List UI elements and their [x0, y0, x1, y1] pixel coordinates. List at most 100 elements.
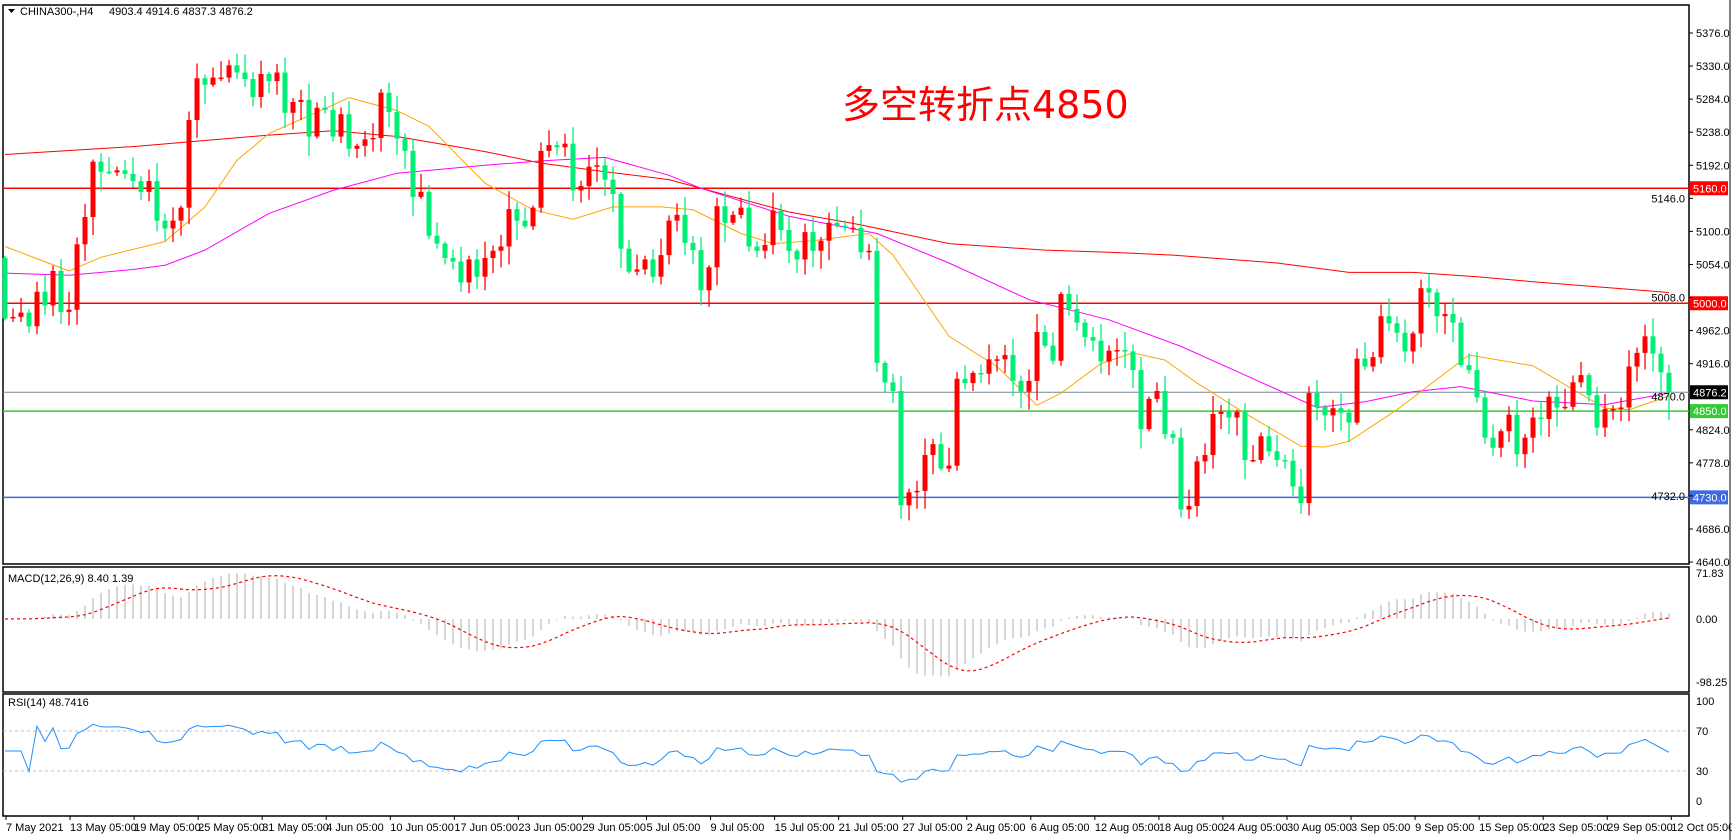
candle-bull [1506, 414, 1512, 432]
candle-bear [778, 210, 784, 230]
horizontal-levels[interactable]: 5160.0 5000.0 4876.2 4850.0 4730.0 [3, 181, 1728, 505]
price-tick-label: 5100.0 [1696, 226, 1730, 238]
time-tick-label: 31 May 05:00 [262, 822, 329, 834]
dropdown-triangle-icon[interactable] [8, 9, 15, 13]
annotation-text: 多空转折点4850 [842, 83, 1129, 127]
candle-bull [986, 359, 992, 374]
time-tick-label: 23 Jun 05:00 [518, 822, 582, 834]
candle-bull [226, 65, 232, 78]
candle-bull [354, 145, 360, 149]
candle-bear [1290, 460, 1296, 487]
price-tick-label: 4778.0 [1696, 458, 1730, 470]
candle-bull [1002, 355, 1008, 360]
level-badge-label: 5000.0 [1693, 298, 1727, 310]
candle-bear [426, 191, 432, 236]
price-tick-label: 5330.0 [1696, 61, 1730, 73]
rsi-axis-label: 100 [1696, 696, 1714, 708]
candle-bull [1250, 459, 1256, 462]
price-tick-label: 4916.0 [1696, 359, 1730, 371]
candle-bull [1410, 333, 1416, 352]
candle-bear [1450, 314, 1456, 323]
candle-bull [498, 246, 504, 251]
time-tick-label: 24 Aug 05:00 [1223, 822, 1288, 834]
candle-bull [914, 490, 920, 493]
price-tick-label: 5192.0 [1696, 160, 1730, 172]
candle-bear [106, 171, 112, 174]
candle-bull [738, 207, 744, 215]
candle-bull [274, 72, 280, 82]
candle-bull [994, 359, 1000, 361]
candle-bear [1554, 396, 1560, 408]
candle-bull [850, 227, 856, 230]
candle-bear [42, 291, 48, 306]
candle-bear [1402, 332, 1408, 352]
candle-bear [810, 232, 816, 251]
candle-bull [1562, 406, 1568, 409]
candle-bull [90, 161, 96, 218]
candle-bull [370, 137, 376, 140]
candle-bear [1226, 411, 1232, 418]
candle-bull [1618, 407, 1624, 409]
time-tick-label: 5 Jul 05:00 [647, 822, 701, 834]
candle-bear [402, 138, 408, 151]
level-badge-label: 4850.0 [1693, 406, 1727, 418]
candle-bear [2, 257, 8, 319]
candle-bull [906, 492, 912, 506]
candle-bear [450, 257, 456, 262]
time-tick-label: 9 Sep 05:00 [1415, 822, 1474, 834]
candle-bull [1202, 454, 1208, 462]
candle-bull [490, 250, 496, 258]
time-tick-label: 15 Jul 05:00 [775, 822, 835, 834]
candle-bear [434, 235, 440, 244]
candle-bear [962, 378, 968, 384]
candle-bull [706, 267, 712, 291]
candle-bear [834, 222, 840, 226]
candle-bear [250, 79, 256, 97]
price-tick-label: 5284.0 [1696, 94, 1730, 106]
candle-bull [578, 186, 584, 191]
candle-bull [298, 99, 304, 103]
candle-bull [18, 312, 24, 317]
candle-bull [314, 107, 320, 137]
candle-bull [1058, 293, 1064, 361]
candle-bear [1314, 393, 1320, 407]
moving-averages [4, 97, 1670, 448]
candle-bull [762, 245, 768, 251]
time-tick-label: 18 Aug 05:00 [1159, 822, 1224, 834]
candle-bear [514, 209, 520, 221]
time-tick-label: 4 Jun 05:00 [326, 822, 384, 834]
candle-bull [1530, 417, 1536, 438]
candle-bull [1186, 505, 1192, 510]
macd-axis-label: 71.83 [1696, 568, 1724, 580]
candle-bull [1354, 358, 1360, 423]
candle-bear [1594, 395, 1600, 428]
candle-bear [746, 207, 752, 247]
candle-bull [1306, 393, 1312, 504]
candle-bear [1042, 332, 1048, 346]
candle-bear [1386, 316, 1392, 324]
candle-bull [1602, 408, 1608, 428]
candle-bear [1122, 349, 1128, 352]
level-badge-label: 4730.0 [1693, 492, 1727, 504]
candle-bear [138, 181, 144, 192]
candle-bear [522, 220, 528, 227]
time-tick-label: 3 Sep 05:00 [1351, 822, 1410, 834]
price-axis: 5376.0 5330.0 5284.0 5238.0 5192.0 5146.0 5100… [1651, 28, 1729, 569]
candle-bear [122, 170, 128, 174]
candle-bull [338, 114, 344, 137]
candle-bear [1474, 370, 1480, 398]
level-badge [1690, 385, 1728, 400]
macd-panel: 71.83 0.00 -98.25 [4, 568, 1727, 689]
candle-bear [1082, 322, 1088, 338]
price-tick-label: 5376.0 [1696, 28, 1730, 40]
candle-bull [922, 454, 928, 491]
price-tick-label: 4640.0 [1696, 557, 1730, 569]
candle-bear [682, 214, 688, 243]
candle-bear [98, 161, 104, 172]
rsi-label: RSI(14) 48.7416 [8, 697, 89, 709]
candle-bull [666, 220, 672, 256]
candle-bull [1570, 382, 1576, 407]
macd-axis-label: -98.25 [1696, 677, 1727, 689]
candle-bear [346, 114, 352, 149]
